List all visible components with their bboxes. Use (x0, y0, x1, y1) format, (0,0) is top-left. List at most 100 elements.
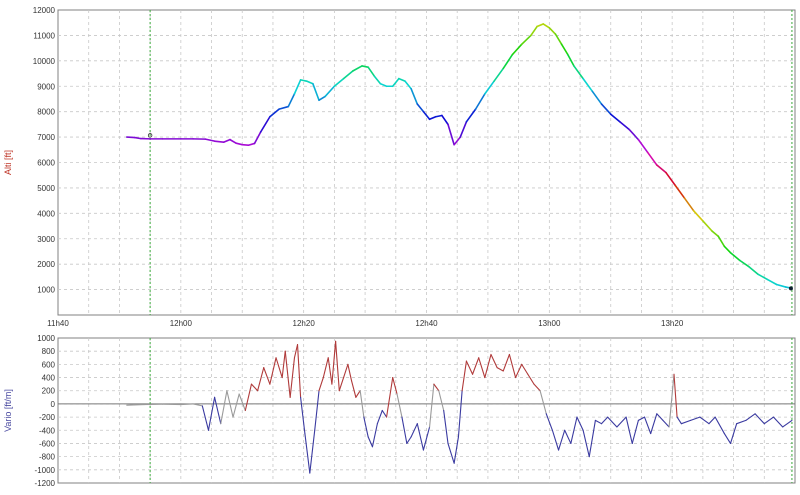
vario-panel: -1200 -1000 -800 -600 -400 -200 0 200 400 600 800 1… (3, 334, 796, 488)
altitude-line-segment (213, 140, 225, 143)
x-tick-label: 11h40 (47, 319, 69, 328)
altitude-line-segment (493, 67, 505, 82)
vario-line-segment (616, 416, 627, 428)
vario-line-segment (363, 416, 369, 438)
altitude-line-segment (656, 164, 667, 174)
altitude-line-segment (520, 34, 532, 46)
y-axis-title: Alti [ft] (3, 150, 13, 175)
altitude-line-segment (404, 80, 412, 90)
altitude-line-segment (223, 138, 231, 143)
y-tick-label: 12000 (33, 6, 56, 15)
altitude-line-segment (692, 209, 704, 222)
altitude-line-segment (723, 245, 732, 254)
vario-line-segment (214, 396, 222, 425)
vario-line-segment (351, 380, 357, 398)
altitude-line-segment (422, 110, 431, 121)
y-tick-label: 9000 (37, 82, 55, 91)
vario-line-segment (521, 363, 529, 375)
altitude-line-segment (410, 87, 419, 105)
vario-line-segment (293, 344, 299, 359)
x-tick-label: 12h20 (293, 319, 316, 328)
y-tick-label: 8000 (37, 108, 55, 117)
vario-line-segment (263, 367, 271, 385)
vario-line-segment (576, 416, 584, 431)
vario-line-segment (300, 396, 306, 435)
y-tick-label: 400 (42, 374, 56, 383)
vario-line-segment (631, 419, 639, 445)
altitude-line-segment (235, 142, 244, 146)
vario-line-segment (557, 429, 566, 451)
vario-line-segment (754, 413, 765, 425)
vario-line-segment (438, 390, 445, 412)
altitude-line-segment (318, 95, 326, 102)
vario-line-segment (539, 390, 547, 415)
vario-line-segment (126, 404, 145, 406)
vario-line-segment (314, 390, 320, 431)
vario-line-segment (763, 416, 775, 425)
vario-line-segment (551, 429, 560, 451)
y-tick-label: 10000 (33, 57, 56, 66)
vario-line-segment (673, 373, 678, 418)
vario-line-segment (508, 353, 517, 379)
vario-line-segment (201, 405, 210, 431)
y-tick-label: 1000 (37, 286, 55, 295)
altitude-line-segment (729, 251, 741, 262)
y-tick-label: 7000 (37, 133, 55, 142)
vario-line-segment (600, 416, 609, 425)
y-tick-label: 800 (42, 347, 56, 356)
vario-line-segment (545, 413, 553, 431)
vario-line-segment (422, 426, 431, 451)
altitude-line-segment (373, 75, 382, 85)
vario-line-segment (745, 413, 756, 421)
vario-line-segment (401, 416, 408, 445)
vario-line-segment (465, 360, 474, 375)
vario-line-segment (371, 423, 378, 448)
y-tick-label: 11000 (33, 31, 55, 40)
vario-line-segment (359, 390, 365, 418)
altitude-line-segment (766, 278, 778, 286)
vario-line-segment (376, 409, 383, 425)
vario-line-segment (207, 396, 216, 431)
y-tick-label: -1200 (35, 479, 56, 488)
vario-line-segment (729, 423, 738, 445)
vario-line-segment (347, 363, 353, 382)
altitude-line-segment (702, 220, 713, 232)
altitude-line-segment (465, 108, 477, 123)
altitude-line-segment (536, 23, 544, 28)
y-tick-label: 1000 (37, 334, 55, 343)
altitude-line-segment (554, 33, 563, 46)
altitude-line-segment (379, 82, 388, 88)
altitude-line-segment (453, 136, 462, 146)
start-marker (147, 133, 153, 138)
altitude-line-segment (548, 26, 557, 35)
vario-line-segment (327, 357, 333, 385)
vario-line-segment (643, 416, 652, 435)
vario-line-segment (309, 429, 316, 474)
vario-line-segment (484, 353, 492, 379)
x-tick-label: 13h00 (538, 319, 561, 328)
altitude-line-segment (441, 114, 449, 126)
vario-line-segment (723, 433, 732, 445)
vario-line-segment (650, 413, 658, 435)
vario-line-segment (607, 416, 618, 428)
vario-line-segment (662, 419, 670, 428)
vario-line-segment (381, 409, 388, 418)
x-tick-label: 12h00 (170, 319, 193, 328)
x-tick-label: 12h40 (415, 319, 438, 328)
vario-line-segment (406, 436, 412, 445)
altitude-line-segment (269, 108, 280, 118)
vario-line-segment (338, 376, 345, 392)
altitude-line-segment (560, 43, 569, 56)
y-tick-label: 2000 (37, 260, 55, 269)
vario-line-segment (453, 436, 459, 464)
vario-line-segment (699, 416, 710, 425)
vario-line-segment (257, 367, 265, 392)
y-tick-label: 600 (42, 360, 56, 369)
vario-line-segment (232, 393, 240, 418)
vario-line-segment (668, 373, 675, 428)
altitude-line-segment (459, 121, 468, 138)
altitude-line-segment (229, 138, 237, 144)
altitude-line-segment (474, 93, 486, 110)
vario-line-segment (490, 353, 498, 369)
